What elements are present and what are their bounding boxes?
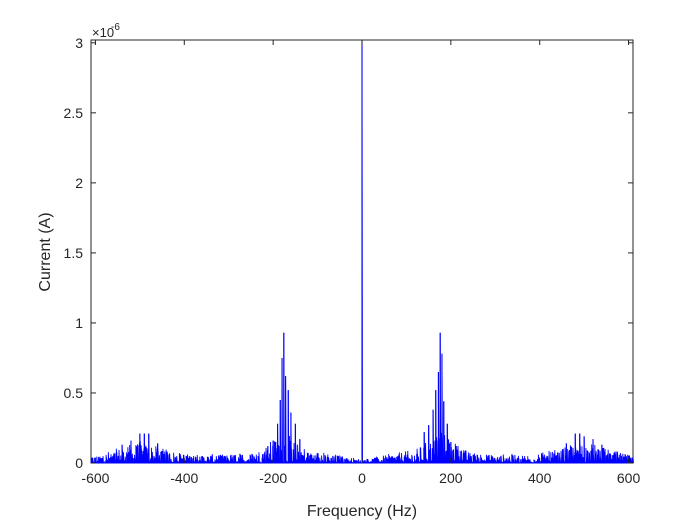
x-tick-label: 0 (358, 470, 366, 486)
y-tick-label: 1.5 (64, 245, 84, 261)
y-exponent-base: ×10 (92, 25, 114, 40)
x-tick-label: 600 (617, 470, 641, 486)
y-tick-label: 1 (75, 315, 83, 331)
y-exponent-power: -6 (111, 22, 120, 33)
tick-layer (91, 40, 633, 464)
x-tick-label: -400 (170, 470, 198, 486)
y-tick-label: 3 (75, 35, 83, 51)
y-tick-label: 0.5 (64, 385, 84, 401)
y-tick-label: 0 (75, 455, 83, 471)
y-tick-label: 2 (75, 175, 83, 191)
y-tick-label: 2.5 (64, 105, 84, 121)
y-axis-label: Current (A) (37, 212, 54, 291)
x-tick-label: 200 (439, 470, 463, 486)
tick-label-layer: -600 -400 -200 0 200 400 600 0 0.5 1 1.5 2 2.5 3 (64, 35, 641, 486)
y-exponent-label: ×10 -6 (92, 22, 120, 40)
x-tick-label: -200 (259, 470, 287, 486)
x-tick-label: -600 (81, 470, 109, 486)
x-axis-label: Frequency (Hz) (307, 503, 417, 520)
x-tick-label: 400 (528, 470, 552, 486)
series-layer (90, 39, 634, 464)
